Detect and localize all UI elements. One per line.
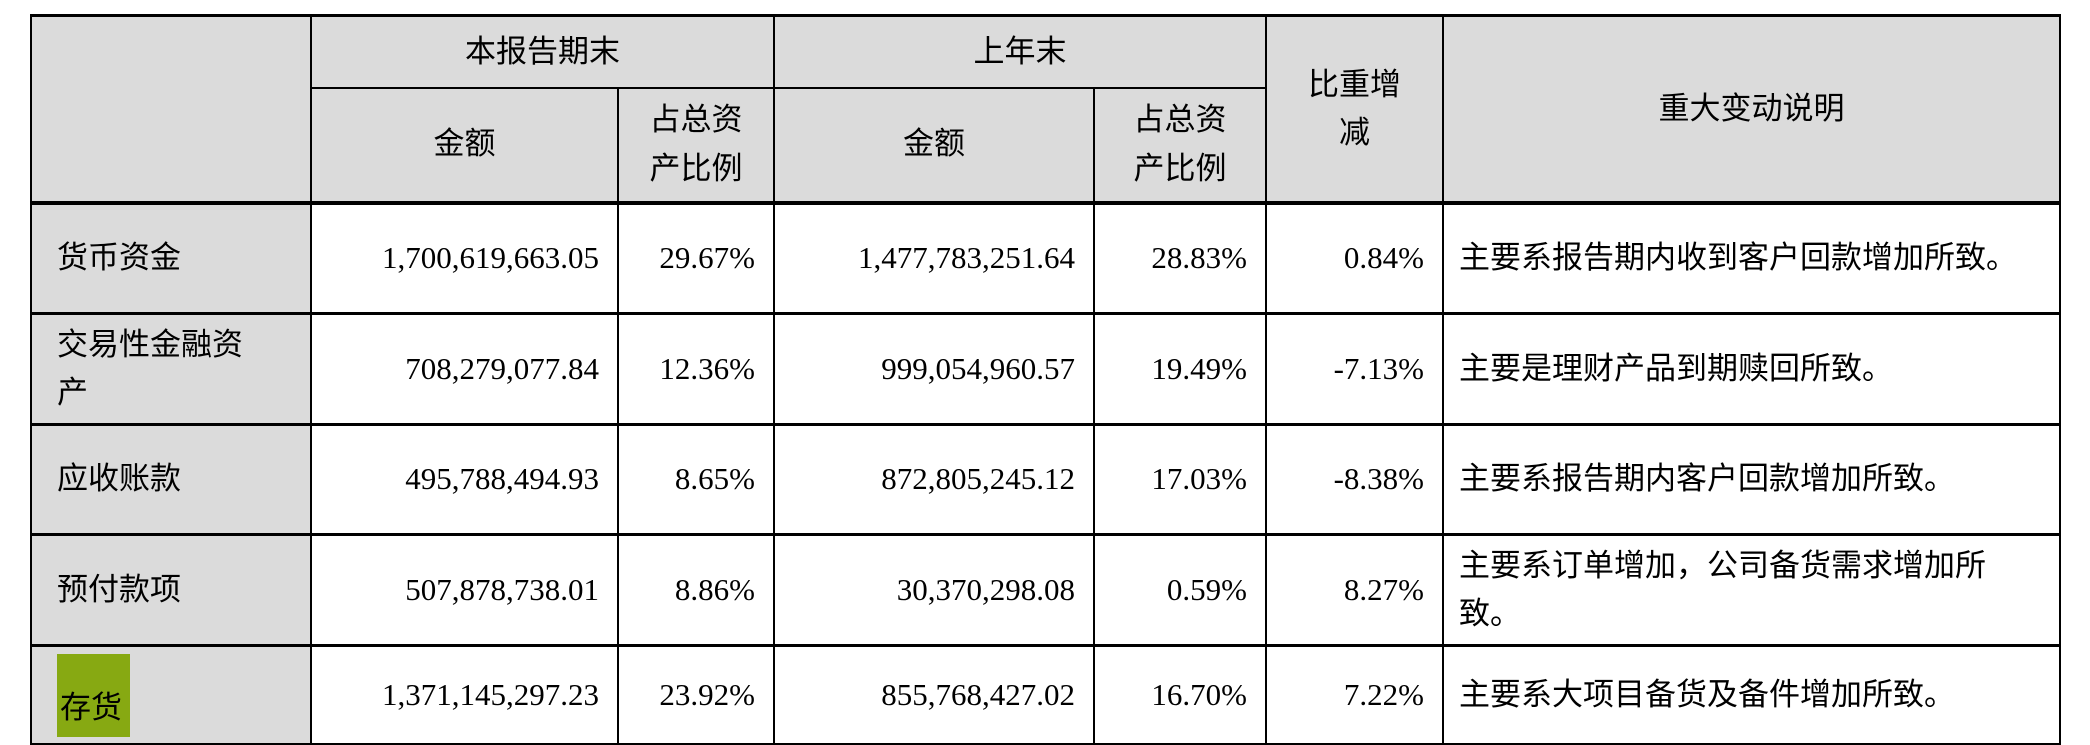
table-row-prepayments: 预付款项 507,878,738.01 8.86% 30,370,298.08 … [30,532,2061,647]
ratio-prior-cell: 0.59% [1093,532,1267,647]
table-row-accounts-receivable: 应收账款 495,788,494.93 8.65% 872,805,245.12… [30,423,2061,536]
ratio-prior-cell: 17.03% [1093,423,1267,536]
change-note-cell: 主要系报告期内客户回款增加所致。 [1442,423,2061,536]
header-ratio-current: 占总资产比例 [617,86,775,204]
header-ratio-change: 比重增减 [1265,14,1444,204]
major-asset-changes-table: 本报告期末 上年末 比重增减 重大变动说明 金额 占总资产比例 金额 占总资产比… [30,14,2061,745]
amount-prior-cell: 855,768,427.02 [773,644,1095,745]
table-row-trading-financial-assets: 交易性金融资产 708,279,077.84 12.36% 999,054,96… [30,312,2061,426]
ratio-current-cell: 23.92% [617,644,775,745]
row-label: 货币资金 [30,200,312,315]
ratio-current-cell: 8.65% [617,423,775,536]
header-ratio-current-label: 占总资产比例 [649,102,743,186]
ratio-prior-cell: 16.70% [1093,644,1267,745]
ratio-current-cell: 29.67% [617,200,775,315]
header-ratio-prior: 占总资产比例 [1093,86,1267,204]
ratio-current-cell: 12.36% [617,312,775,426]
amount-current-cell: 1,371,145,297.23 [310,644,619,745]
header-period-current: 本报告期末 [310,14,775,89]
amount-current-cell: 507,878,738.01 [310,532,619,647]
corner-header-cell [30,14,312,204]
ratio-prior-cell: 28.83% [1093,200,1267,315]
header-amount-prior: 金额 [773,86,1095,204]
row-label: 预付款项 [30,532,312,647]
change-note-cell: 主要系订单增加，公司备货需求增加所致。 [1442,532,2061,647]
ratio-current-cell: 8.86% [617,532,775,647]
header-period-prior: 上年末 [773,14,1267,89]
ratio-change-cell: 0.84% [1265,200,1444,315]
row-label: 应收账款 [30,423,312,536]
amount-current-cell: 495,788,494.93 [310,423,619,536]
amount-prior-cell: 1,477,783,251.64 [773,200,1095,315]
change-note-cell: 主要系大项目备货及备件增加所致。 [1442,644,2061,745]
amount-prior-cell: 999,054,960.57 [773,312,1095,426]
highlighted-label: 存货 [57,653,130,737]
amount-current-cell: 708,279,077.84 [310,312,619,426]
ratio-change-cell: -8.38% [1265,423,1444,536]
table-row-inventory: 存货 1,371,145,297.23 23.92% 855,768,427.0… [30,644,2061,745]
header-ratio-prior-label: 占总资产比例 [1133,102,1227,186]
row-label: 存货 [30,644,312,745]
header-amount-current: 金额 [310,86,619,204]
table-row-monetary-funds: 货币资金 1,700,619,663.05 29.67% 1,477,783,2… [30,200,2061,315]
row-label: 交易性金融资产 [30,312,312,426]
change-note-cell: 主要系报告期内收到客户回款增加所致。 [1442,200,2061,315]
header-ratio-change-label: 比重增减 [1308,66,1401,150]
ratio-change-cell: -7.13% [1265,312,1444,426]
amount-prior-cell: 30,370,298.08 [773,532,1095,647]
amount-prior-cell: 872,805,245.12 [773,423,1095,536]
change-note-cell: 主要是理财产品到期赎回所致。 [1442,312,2061,426]
ratio-prior-cell: 19.49% [1093,312,1267,426]
ratio-change-cell: 8.27% [1265,532,1444,647]
amount-current-cell: 1,700,619,663.05 [310,200,619,315]
header-change-note: 重大变动说明 [1442,14,2061,204]
ratio-change-cell: 7.22% [1265,644,1444,745]
